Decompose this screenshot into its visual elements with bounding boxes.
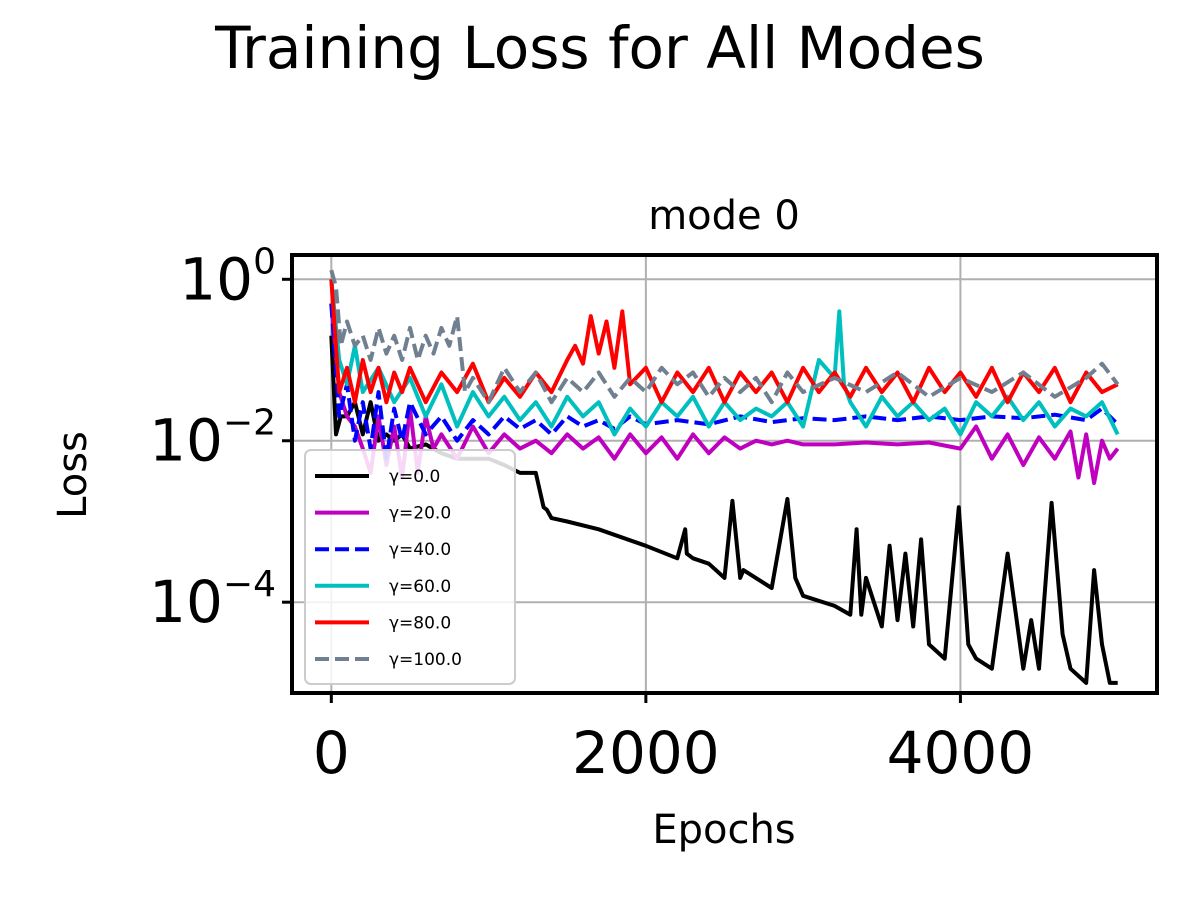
series-line-3 bbox=[329, 279, 1120, 437]
legend: γ=0.0 γ=20.0 γ=40.0 γ=60.0 γ=80.0 γ=100.0 bbox=[304, 449, 516, 685]
legend-label-4: γ=80.0 bbox=[389, 613, 451, 633]
plot-frame bbox=[290, 253, 1159, 695]
y-axis-label: Loss bbox=[50, 431, 96, 519]
series-line-5 bbox=[329, 269, 1120, 405]
series-line-0 bbox=[329, 335, 1118, 685]
legend-box bbox=[304, 449, 516, 685]
y-tick-label: 10−4 bbox=[149, 564, 276, 636]
x-axis-label: Epochs bbox=[652, 807, 795, 853]
legend-label-3: γ=60.0 bbox=[389, 577, 451, 597]
y-tick-label: 100 bbox=[179, 241, 276, 313]
x-tick-label: 0 bbox=[313, 719, 350, 787]
chart-title: Training Loss for All Modes bbox=[214, 14, 985, 82]
x-tick-label: 4000 bbox=[887, 719, 1035, 787]
axis-ticks: 0 2000 4000 100 10−2 10−4 bbox=[149, 241, 1159, 787]
plot-area bbox=[329, 269, 1120, 685]
series-line-4 bbox=[329, 279, 1119, 405]
y-tick-label: 10−2 bbox=[149, 403, 276, 475]
legend-label-5: γ=100.0 bbox=[389, 650, 462, 670]
x-tick-label: 2000 bbox=[572, 719, 720, 787]
legend-label-2: γ=40.0 bbox=[389, 540, 451, 560]
subplot-title: mode 0 bbox=[648, 193, 800, 239]
legend-label-1: γ=20.0 bbox=[389, 504, 451, 524]
legend-label-0: γ=0.0 bbox=[389, 467, 440, 487]
